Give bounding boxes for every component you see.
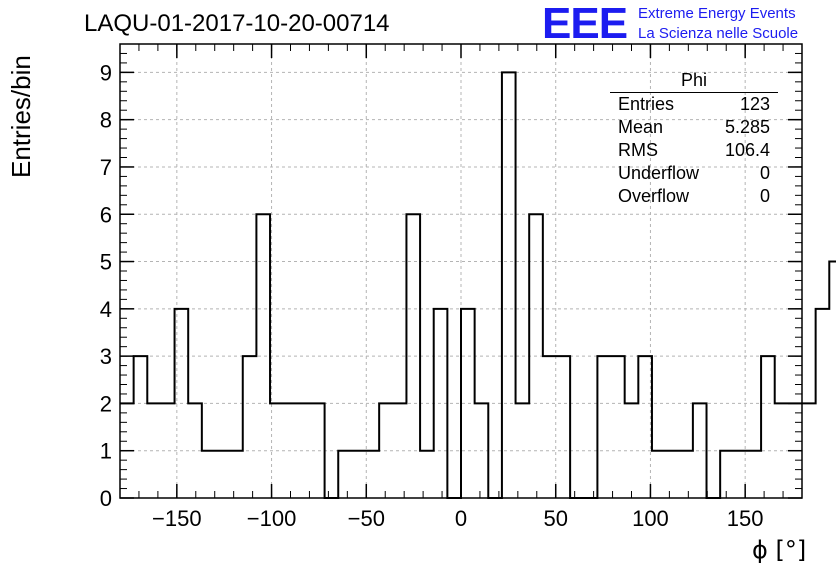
x-tick-label: 150 bbox=[727, 506, 764, 531]
stats-row: RMS 106.4 bbox=[610, 139, 778, 162]
x-axis-label: ϕ [°] bbox=[752, 536, 807, 564]
histogram-bar bbox=[202, 451, 216, 498]
x-tick-label: −150 bbox=[152, 506, 202, 531]
histogram-outline bbox=[120, 71, 836, 499]
stats-row: Mean 5.285 bbox=[610, 116, 778, 139]
stats-label: Mean bbox=[618, 117, 664, 137]
histogram-bar bbox=[420, 451, 434, 498]
histogram-bar bbox=[720, 451, 734, 498]
histogram-bar bbox=[352, 451, 366, 498]
y-tick-label: 7 bbox=[100, 155, 112, 180]
histogram-bar bbox=[502, 72, 516, 498]
stats-row: Entries 123 bbox=[610, 93, 778, 116]
eee-logo: EEE bbox=[542, 0, 628, 48]
histogram-bar bbox=[816, 309, 830, 498]
y-tick-label: 6 bbox=[100, 202, 112, 227]
stats-box-title: Phi bbox=[610, 70, 778, 93]
stats-value: 0 bbox=[759, 186, 770, 206]
histogram-bar bbox=[243, 356, 257, 498]
y-tick-label: 2 bbox=[100, 391, 112, 416]
x-tick-label: 100 bbox=[632, 506, 669, 531]
histogram-bar bbox=[611, 356, 625, 498]
stats-label: Underflow bbox=[618, 163, 700, 183]
stats-box: Phi Entries 123 Mean 5.285 RMS 106.4 Und… bbox=[610, 70, 778, 208]
histogram-bar bbox=[747, 451, 761, 498]
y-tick-label: 8 bbox=[100, 108, 112, 133]
x-tick-label: −50 bbox=[348, 506, 385, 531]
histogram-bar bbox=[338, 451, 352, 498]
histogram-bar bbox=[229, 451, 243, 498]
stats-value: 5.285 bbox=[724, 117, 770, 137]
axis-ticks bbox=[120, 43, 802, 499]
histogram-bar bbox=[556, 356, 570, 498]
histogram-bar bbox=[597, 356, 611, 498]
histogram-bar bbox=[215, 451, 229, 498]
x-tick-label: −100 bbox=[247, 506, 297, 531]
y-tick-label: 9 bbox=[100, 60, 112, 85]
histogram-bar bbox=[666, 451, 680, 498]
histogram-bar bbox=[638, 356, 652, 498]
y-tick-label: 1 bbox=[100, 439, 112, 464]
y-tick-label: 5 bbox=[100, 250, 112, 275]
histogram-bar bbox=[829, 262, 836, 498]
histogram-bar bbox=[134, 356, 148, 498]
stats-value: 0 bbox=[759, 163, 770, 183]
histogram-bar bbox=[543, 356, 557, 498]
histogram-bar bbox=[366, 451, 380, 498]
stats-row: Overflow 0 bbox=[610, 185, 778, 208]
histogram-bars bbox=[120, 71, 836, 499]
y-tick-label: 3 bbox=[100, 344, 112, 369]
histogram-bar bbox=[761, 356, 775, 498]
stats-value: 106.4 bbox=[724, 140, 770, 160]
stats-label: Entries bbox=[618, 94, 675, 114]
logo-caption-line2: La Scienza nelle Scuole bbox=[638, 25, 799, 42]
stats-row: Underflow 0 bbox=[610, 162, 778, 185]
y-tick-label: 4 bbox=[100, 297, 112, 322]
histogram-bar bbox=[802, 403, 816, 498]
x-tick-label: 0 bbox=[455, 506, 467, 531]
logo-caption-line1: Extreme Energy Events bbox=[638, 5, 796, 22]
y-tick-label: 0 bbox=[100, 486, 112, 511]
stats-value: 123 bbox=[739, 94, 770, 114]
x-tick-label: 50 bbox=[543, 506, 567, 531]
stats-label: RMS bbox=[618, 140, 658, 160]
stats-label: Overflow bbox=[618, 186, 690, 206]
tick-labels: 0 1 2 3 4 5 6 7 8 9 −150 −100 −50 0 50 100 150 bbox=[100, 60, 764, 531]
chart-title: LAQU-01-2017-10-20-00714 bbox=[84, 10, 390, 37]
logo-caption: Extreme Energy Events La Scienza nelle S… bbox=[638, 4, 798, 44]
y-axis-label: Entries/bin bbox=[6, 55, 36, 178]
histogram-bar bbox=[652, 451, 666, 498]
histogram-bar bbox=[679, 451, 693, 498]
